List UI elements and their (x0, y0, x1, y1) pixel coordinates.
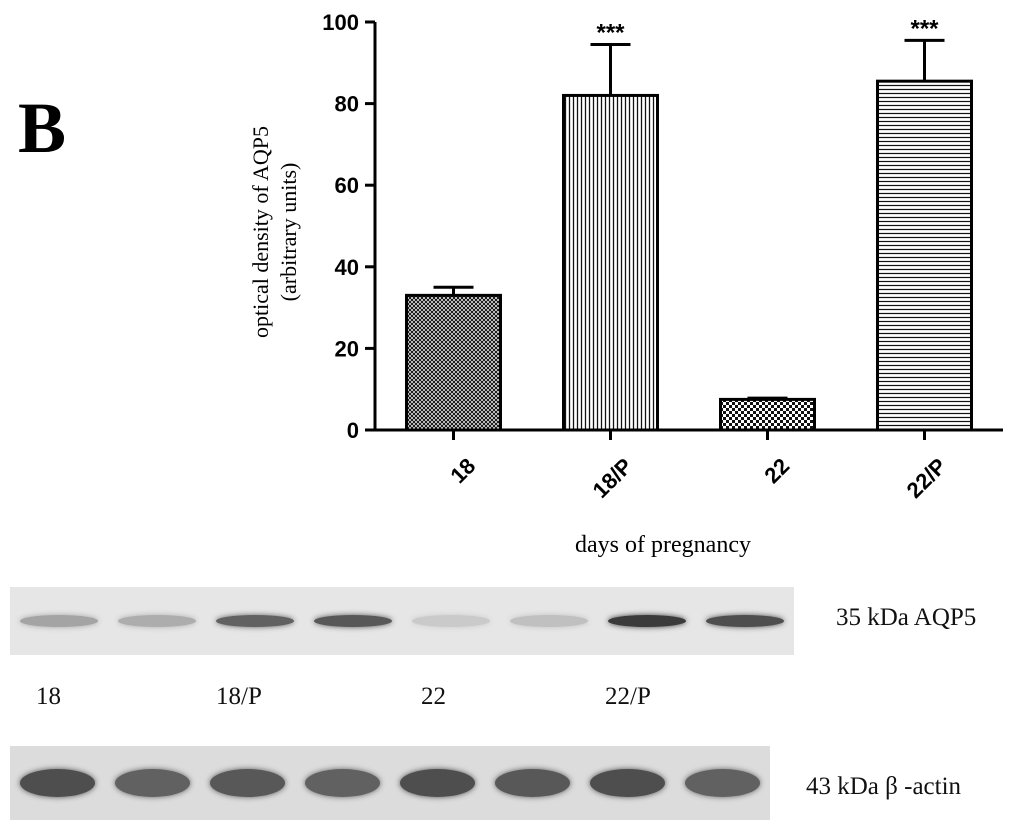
bar-3 (719, 397, 816, 432)
aqp5-band-7 (608, 615, 686, 627)
actin-band-4 (305, 769, 380, 797)
aqp5-band-1 (20, 615, 98, 627)
y-axis-label-line1: optical density of AQP5 (248, 126, 273, 338)
lane-label-22p: 22/P (605, 683, 651, 710)
significance-marker: *** (596, 19, 625, 46)
y-tick-label: 100 (322, 10, 359, 35)
actin-band-6 (495, 769, 570, 797)
x-axis-label: days of pregnancy (575, 532, 751, 558)
actin-band-2 (115, 769, 190, 797)
y-tick-label: 0 (347, 418, 359, 443)
actin-band-8 (685, 769, 760, 797)
bar-4 (876, 79, 973, 432)
bar-2 (562, 93, 659, 432)
x-tick-label: 18/P (588, 453, 638, 503)
actin-blot-label: 43 kDa β -actin (806, 773, 962, 800)
aqp5-band-8 (706, 615, 784, 627)
actin-band-1 (20, 769, 95, 797)
y-axis-label-line2: (arbitrary units) (276, 163, 301, 302)
bar-1 (405, 293, 502, 432)
lane-label-18p: 18/P (216, 683, 262, 710)
aqp5-blot-label: 35 kDa AQP5 (836, 604, 977, 631)
y-tick-label: 20 (335, 336, 359, 361)
x-tick-label: 18 (445, 453, 480, 488)
lane-label-18: 18 (36, 683, 61, 710)
actin-band-5 (400, 769, 475, 797)
lane-label-22: 22 (421, 683, 446, 710)
aqp5-band-2 (118, 615, 196, 627)
y-tick-label: 40 (335, 255, 359, 280)
panel-letter: B (18, 88, 67, 168)
actin-band-3 (210, 769, 285, 797)
bar-chart: 0 20 40 60 80 100 optical density of AQP5 (arbi… (248, 10, 1003, 558)
y-tick-label: 80 (335, 92, 359, 117)
labels: 0 20 40 60 80 100 optical density of AQP5 (arbi… (248, 10, 951, 558)
bars (405, 38, 973, 432)
aqp5-band-3 (216, 615, 294, 627)
aqp5-band-5 (412, 615, 490, 627)
actin-band-7 (590, 769, 665, 797)
y-tick-label: 60 (335, 173, 359, 198)
x-tick-label: 22/P (902, 453, 952, 503)
significance-marker: *** (910, 15, 939, 42)
actin-western-blot (10, 746, 770, 820)
x-tick-label: 22 (759, 453, 794, 488)
aqp5-band-4 (314, 615, 392, 627)
aqp5-western-blot (10, 587, 794, 655)
aqp5-band-6 (510, 615, 588, 627)
